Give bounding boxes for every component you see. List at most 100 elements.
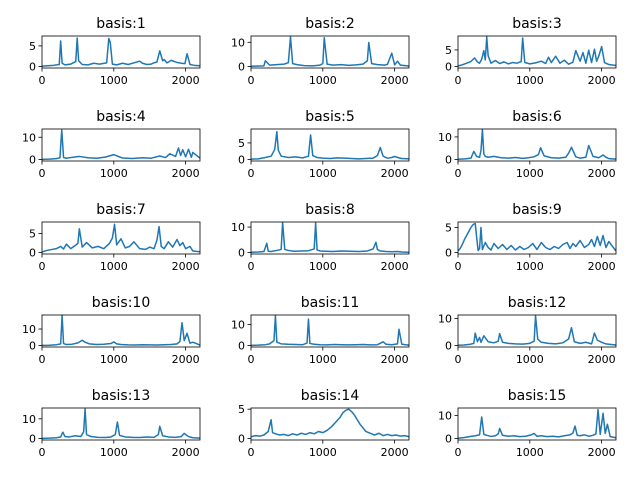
x-tick-label: 2000	[172, 74, 200, 87]
x-tick-label: 0	[39, 74, 46, 87]
x-tick-label: 1000	[100, 353, 128, 366]
x-tick-label: 2000	[588, 353, 616, 366]
axes-frame	[457, 128, 617, 162]
x-tick-label: 1000	[516, 167, 544, 180]
y-tick-label: 0	[29, 154, 36, 167]
series-line	[458, 36, 616, 67]
y-tick-label: 10	[438, 410, 452, 423]
subplot-6: basis:6 0 1000 2000 0 10	[438, 109, 617, 180]
y-tick-label: 0	[29, 340, 36, 353]
axes-frame	[250, 128, 410, 162]
y-tick-label: 0	[29, 246, 36, 259]
y-tick-label: 0	[29, 433, 36, 446]
x-tick-label: 1000	[516, 353, 544, 366]
subplot-title: basis:10	[92, 295, 150, 311]
x-tick-label: 1000	[100, 74, 128, 87]
subplot-9: basis:9 0 1000 2000 0 5	[445, 202, 617, 273]
x-tick-label: 1000	[100, 446, 128, 459]
series-line	[251, 130, 409, 160]
axes-frame	[457, 314, 617, 348]
x-tick-label: 1000	[100, 260, 128, 273]
y-tick-label: 0	[445, 247, 452, 260]
subplot-11: basis:11 0 1000 2000 0 10	[231, 295, 410, 366]
x-tick-label: 0	[39, 260, 46, 273]
y-tick-label: 0	[238, 61, 245, 74]
x-tick-label: 0	[455, 74, 462, 87]
series-line	[458, 222, 616, 252]
axes-frame	[250, 35, 410, 69]
x-tick-label: 2000	[381, 167, 409, 180]
y-tick-label: 5	[238, 137, 245, 150]
subplot-5: basis:5 0 1000 2000 0 5	[238, 109, 410, 180]
subplot-title: basis:6	[512, 109, 562, 125]
axes-frame	[41, 221, 201, 255]
x-tick-label: 2000	[588, 74, 616, 87]
subplot-15: basis:15 0 1000 2000 0 10	[438, 388, 617, 459]
subplot-title: basis:3	[512, 16, 562, 32]
series-line	[42, 37, 200, 67]
series-line	[251, 315, 409, 347]
subplot-12: basis:12 0 1000 2000 0 10	[438, 295, 617, 366]
x-tick-label: 1000	[100, 167, 128, 180]
y-tick-label: 5	[29, 40, 36, 53]
subplot-title: basis:13	[92, 388, 150, 404]
y-tick-label: 10	[22, 413, 36, 426]
x-tick-label: 1000	[309, 353, 337, 366]
y-tick-label: 5	[238, 403, 245, 416]
subplot-title: basis:8	[305, 202, 355, 218]
subplot-1: basis:1 0 1000 2000 0 5	[29, 16, 201, 87]
x-tick-label: 2000	[588, 260, 616, 273]
y-tick-label: 5	[29, 227, 36, 240]
x-tick-label: 1000	[309, 74, 337, 87]
axes-frame	[41, 128, 201, 162]
x-tick-label: 0	[248, 353, 255, 366]
y-tick-label: 10	[22, 131, 36, 144]
x-tick-label: 0	[248, 167, 255, 180]
subplot-10: basis:10 0 1000 2000 0 10	[22, 295, 201, 366]
x-tick-label: 0	[39, 353, 46, 366]
series-line	[458, 408, 616, 440]
series-line	[251, 222, 409, 253]
x-tick-label: 1000	[309, 260, 337, 273]
x-tick-label: 0	[39, 446, 46, 459]
subplot-title: basis:9	[512, 202, 562, 218]
y-tick-label: 0	[445, 154, 452, 167]
subplot-4: basis:4 0 1000 2000 0 10	[22, 109, 201, 180]
y-tick-label: 0	[238, 246, 245, 259]
x-tick-label: 1000	[309, 446, 337, 459]
axes-frame	[41, 407, 201, 441]
subplot-title: basis:4	[96, 109, 146, 125]
x-tick-label: 0	[455, 167, 462, 180]
subplot-title: basis:12	[508, 295, 566, 311]
x-tick-label: 0	[248, 74, 255, 87]
subplot-title: basis:15	[508, 388, 566, 404]
x-tick-label: 1000	[309, 167, 337, 180]
x-tick-label: 0	[39, 167, 46, 180]
subplot-title: basis:11	[301, 295, 359, 311]
subplot-14: basis:14 0 1000 2000 0 5	[238, 388, 410, 459]
y-tick-label: 0	[238, 154, 245, 167]
series-line	[458, 315, 616, 346]
subplot-title: basis:14	[301, 388, 360, 404]
axes-frame	[41, 35, 201, 69]
x-tick-label: 0	[455, 446, 462, 459]
subplot-13: basis:13 0 1000 2000 0 10	[22, 388, 201, 459]
x-tick-label: 1000	[516, 260, 544, 273]
x-tick-label: 2000	[381, 353, 409, 366]
x-tick-label: 0	[455, 260, 462, 273]
series-line	[251, 36, 409, 68]
y-tick-label: 0	[238, 433, 245, 446]
x-tick-label: 0	[248, 260, 255, 273]
axes-frame	[457, 407, 617, 441]
subplot-8: basis:8 0 1000 2000 0 10	[231, 202, 410, 273]
series-line	[458, 129, 616, 161]
x-tick-label: 2000	[588, 446, 616, 459]
y-tick-label: 5	[445, 44, 452, 57]
y-tick-label: 0	[445, 433, 452, 446]
subplot-title: basis:5	[305, 109, 355, 125]
subplot-7: basis:7 0 1000 2000 0 5	[29, 202, 201, 273]
y-tick-label: 10	[231, 36, 245, 49]
